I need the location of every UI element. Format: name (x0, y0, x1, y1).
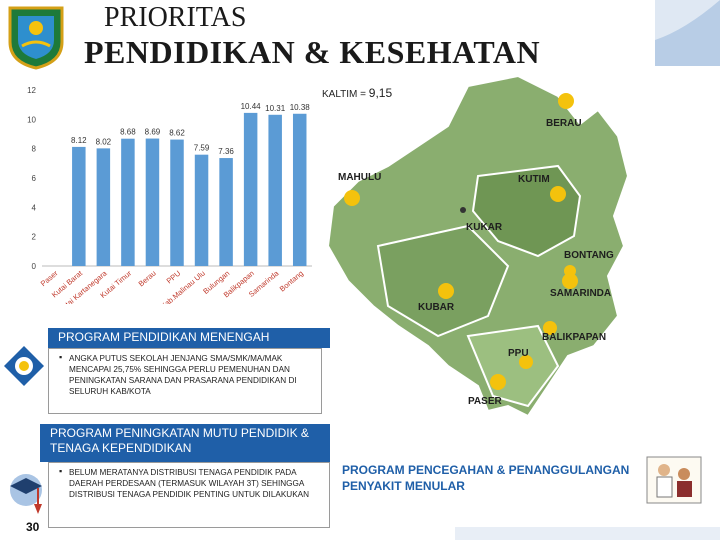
bar-kutai-barat (72, 146, 86, 266)
y-tick-label: 2 (32, 233, 37, 242)
map-label-kukar: KUKAR (466, 222, 503, 233)
marker-berau (558, 93, 574, 109)
y-tick-label: 4 (32, 203, 37, 212)
program-mutu-pendidik-title: PROGRAM PENINGKATAN MUTU PENDIDIK & TENA… (40, 424, 330, 462)
bar-ppu (170, 139, 184, 266)
value-label: 7.36 (218, 147, 234, 156)
value-label: 7.59 (194, 144, 210, 153)
value-label: 8.69 (145, 128, 161, 137)
y-tick-label: 10 (27, 115, 36, 124)
corner-decoration (655, 0, 720, 66)
program-pendidikan-menengah-bullet: ANGKA PUTUS SEKOLAH JENJANG SMA/SMK/MA/M… (49, 349, 321, 401)
y-tick-label: 8 (32, 145, 37, 154)
map-label-berau: BERAU (546, 118, 582, 129)
value-label: 8.12 (71, 136, 87, 145)
bar-bulungan (219, 158, 233, 266)
bar-kutai-kartanegara (96, 148, 111, 266)
program-pendidikan-menengah-box: ANGKA PUTUS SEKOLAH JENJANG SMA/SMK/MA/M… (48, 348, 322, 414)
marker-ppu (519, 355, 533, 369)
x-tick-label: Kab.Malinau Ulu (159, 269, 207, 304)
value-label: 10.31 (265, 104, 286, 113)
x-tick-label: Bontang (278, 269, 305, 294)
value-label: 8.68 (120, 128, 136, 137)
value-label: 10.38 (290, 103, 311, 112)
education-emblem-icon (2, 344, 46, 388)
y-tick-label: 12 (27, 86, 36, 95)
kaltim-value: 9,15 (368, 86, 393, 100)
map-label-mahulu: MAHULU (338, 172, 382, 183)
program-pencegahan-penyakit-title: PROGRAM PENCEGAHAN & PENANGGULANGAN PENY… (342, 463, 630, 493)
marker-kukar (460, 207, 466, 213)
map-label-bontang: BONTANG (564, 250, 614, 261)
marker-paser (490, 374, 506, 390)
x-tick-label: PPU (165, 269, 183, 286)
marker-mahulu (344, 190, 360, 206)
graduation-icon (6, 470, 46, 518)
education-index-chart: 0 2 4 6 8 10 12 Paser 8.12 Kutai Barat 8.02 Kutai K… (0, 74, 320, 314)
bar-balikpapan (243, 112, 258, 266)
program-pendidikan-menengah-title: PROGRAM PENDIDIKAN MENENGAH (48, 328, 330, 348)
footer-bar (455, 527, 720, 540)
y-tick-label: 0 (32, 262, 37, 271)
page-number: 30 (26, 520, 40, 534)
map-label-kutim: KUTIM (518, 174, 550, 185)
page-title-line2: PENDIDIKAN & KESEHATAN (84, 34, 541, 70)
map-label-ppu: PPU (508, 348, 529, 359)
marker-kutim (550, 186, 566, 202)
marker-balikpapan (543, 321, 557, 335)
y-tick-label: 6 (32, 174, 37, 183)
bar-berau (145, 138, 160, 266)
bar-kutai-timur (121, 138, 135, 266)
bar-bontang (292, 113, 307, 266)
map-label-samarinda: SAMARINDA (550, 288, 612, 299)
value-label: 8.02 (96, 137, 112, 146)
marker-samarinda (562, 273, 578, 289)
provincial-logo (4, 2, 68, 70)
x-tick-label: Paser (39, 268, 60, 288)
x-tick-label: Berau (137, 269, 158, 289)
program-mutu-pendidik-bullet: BELUM MERATANYA DISTRIBUSI TENAGA PENDID… (49, 463, 329, 504)
value-label: 8.62 (169, 129, 185, 138)
bar-samarinda (268, 114, 282, 266)
kaltim-average: KALTIM = 9,15 (322, 86, 392, 100)
kaltim-map: BERAU MAHULU KUTIM KUKAR BONTANG SAMARIN… (318, 66, 720, 536)
program-mutu-pendidik-box: BELUM MERATANYA DISTRIBUSI TENAGA PENDID… (48, 462, 330, 528)
doctor-patient-icon (646, 456, 702, 504)
map-label-kubar: KUBAR (418, 302, 455, 313)
map-label-paser: PASER (468, 396, 502, 407)
kaltim-label: KALTIM = (322, 89, 366, 100)
map-label-balikpapan: BALIKPAPAN (542, 332, 607, 343)
marker-kubar (438, 283, 454, 299)
bar-malinau (194, 154, 209, 266)
value-label: 10.44 (241, 102, 262, 111)
page-title-line1: PRIORITAS (104, 2, 247, 33)
